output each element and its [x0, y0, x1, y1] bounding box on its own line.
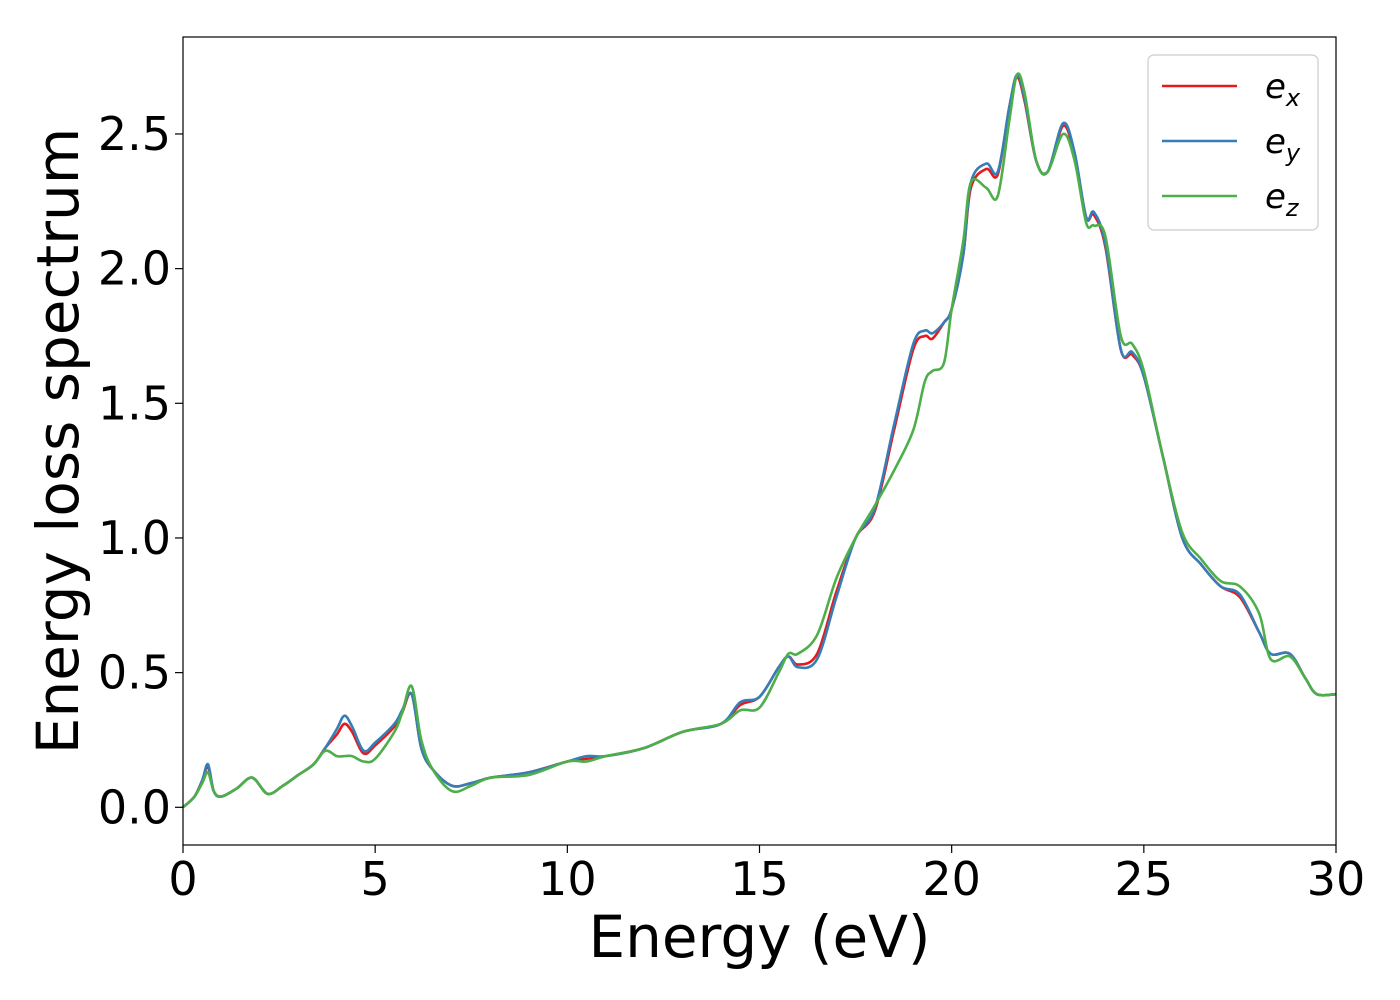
x-tick-label: 30: [1307, 852, 1366, 906]
x-tick-label: 5: [361, 852, 390, 906]
y-axis: 0.0 0.5 1.0 1.5 2.0 2.5: [98, 107, 183, 834]
series-line-y: [182, 73, 1337, 809]
x-axis-title: Energy (eV): [588, 903, 930, 971]
y-tick-label: 2.0: [98, 242, 171, 296]
y-axis-title: Energy loss spectrum: [24, 128, 92, 754]
x-tick-label: 25: [1115, 852, 1174, 906]
legend-label-z: ez: [1265, 177, 1300, 222]
y-tick-label: 1.0: [98, 511, 171, 565]
x-tick-label: 10: [538, 852, 597, 906]
series-line-x: [182, 76, 1337, 809]
series-line-z: [182, 72, 1337, 809]
legend-box: [1147, 54, 1319, 231]
y-tick-label: 0.5: [98, 646, 171, 700]
x-tick-label: 0: [168, 852, 197, 906]
y-tick-label: 1.5: [98, 376, 171, 430]
x-axis: 0 5 10 15 20 25 30: [168, 845, 1365, 906]
y-tick-label: 0.0: [98, 780, 171, 834]
series-group: [182, 72, 1337, 809]
legend-label-y: ey: [1265, 122, 1301, 167]
x-tick-label: 20: [922, 852, 981, 906]
x-tick-label: 15: [730, 852, 789, 906]
legend: ex ey ez: [1147, 54, 1319, 231]
legend-label-x: ex: [1265, 67, 1301, 112]
y-tick-label: 2.5: [98, 107, 171, 161]
